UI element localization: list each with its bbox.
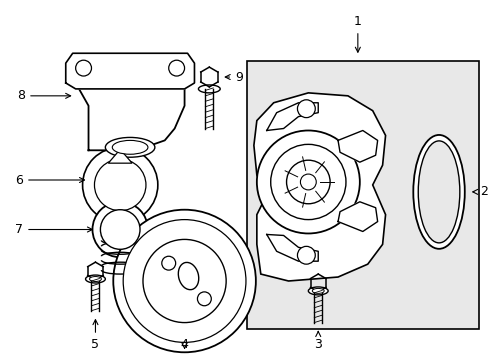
Ellipse shape — [105, 138, 155, 157]
Bar — [246, 61, 478, 329]
Circle shape — [162, 256, 175, 270]
Ellipse shape — [85, 275, 105, 283]
Circle shape — [94, 159, 145, 211]
Ellipse shape — [89, 276, 101, 282]
Text: 4: 4 — [180, 338, 188, 351]
Circle shape — [297, 246, 315, 264]
Circle shape — [123, 220, 245, 342]
Text: 8: 8 — [17, 89, 70, 102]
Polygon shape — [266, 103, 318, 130]
Text: 7: 7 — [15, 223, 92, 236]
Ellipse shape — [198, 85, 220, 93]
Circle shape — [168, 60, 184, 76]
Text: 5: 5 — [91, 320, 99, 351]
Circle shape — [142, 239, 225, 323]
Ellipse shape — [112, 140, 148, 154]
Ellipse shape — [178, 262, 198, 290]
Polygon shape — [108, 149, 132, 163]
Ellipse shape — [412, 135, 464, 249]
Polygon shape — [76, 61, 184, 150]
Circle shape — [300, 174, 316, 190]
Circle shape — [270, 144, 345, 220]
Polygon shape — [253, 93, 385, 281]
Text: 6: 6 — [15, 174, 84, 186]
Polygon shape — [266, 234, 318, 261]
Polygon shape — [337, 130, 377, 162]
Circle shape — [113, 210, 255, 352]
Text: 3: 3 — [314, 332, 322, 351]
Ellipse shape — [312, 288, 324, 293]
Text: 1: 1 — [353, 15, 361, 52]
Ellipse shape — [417, 141, 459, 243]
Text: 2: 2 — [472, 185, 487, 198]
Ellipse shape — [308, 287, 327, 295]
Circle shape — [92, 202, 148, 257]
Circle shape — [76, 60, 91, 76]
Circle shape — [286, 160, 329, 204]
Circle shape — [100, 210, 140, 249]
Polygon shape — [65, 53, 194, 89]
Circle shape — [297, 100, 315, 118]
Polygon shape — [337, 202, 377, 231]
Text: 9: 9 — [225, 71, 243, 84]
Circle shape — [82, 147, 158, 222]
Circle shape — [197, 292, 211, 306]
Circle shape — [256, 130, 359, 234]
